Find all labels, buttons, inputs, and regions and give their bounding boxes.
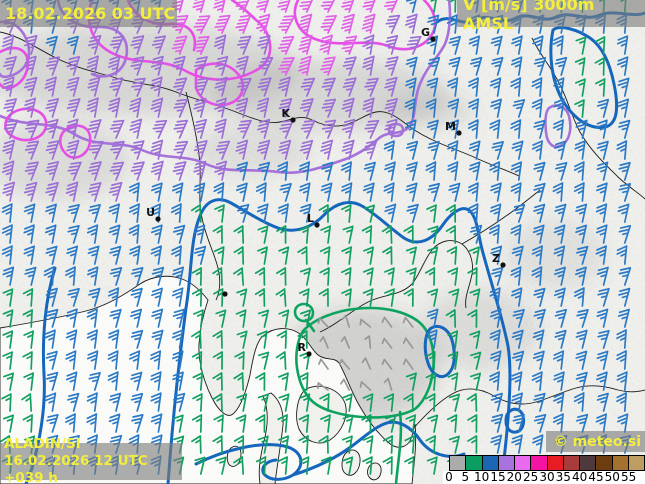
- city-label: M: [445, 120, 456, 133]
- legend-tick-label: 40: [571, 470, 588, 484]
- model-name-text: ALADIN/SI: [4, 436, 81, 452]
- city-label: G: [421, 26, 430, 39]
- legend-tick-label: 55: [620, 470, 637, 484]
- field-title-label: V [m/s] 3000m AMSL: [457, 0, 645, 33]
- city-label: U: [146, 206, 155, 219]
- run-time-text: 16.02.2026 12 UTC +039 h: [4, 453, 148, 484]
- city-label: L: [307, 212, 314, 225]
- valid-datetime-label: 18.02.2026 03 UTC: [0, 0, 177, 27]
- legend-tick-label: 30: [539, 470, 555, 484]
- legend-cell: [596, 456, 613, 470]
- city-dot: [456, 130, 462, 136]
- legend-cell: [580, 456, 597, 470]
- wind-speed-legend-ticks: 0 5 10 15 20 25 30 35 40 45 50 55: [443, 470, 645, 484]
- legend-cell: [482, 456, 499, 470]
- legend-tick-label: 50: [604, 470, 620, 484]
- wind-speed-legend: [449, 455, 645, 471]
- model-run-label: ALADIN/SI 16.02.2026 12 UTC +039 h: [0, 436, 182, 484]
- city-label: K: [281, 107, 290, 120]
- city-dot: [430, 36, 436, 42]
- legend-tick-label: 20: [506, 470, 522, 484]
- valid-datetime-text: 18.02.2026 03 UTC: [5, 4, 176, 23]
- city-markers-layer: K G M U L Z R: [146, 26, 506, 357]
- legend-cell: [466, 456, 483, 470]
- legend-cell: [612, 456, 629, 470]
- legend-tick-label: 5: [461, 470, 470, 484]
- legend-cell: [563, 456, 580, 470]
- legend-tick-label: 0: [445, 470, 453, 484]
- legend-tick-label: 25: [523, 470, 539, 484]
- city-label: R: [298, 341, 307, 354]
- city-dot: [314, 222, 320, 228]
- copyright-text: © meteo.si: [553, 433, 641, 450]
- city-dot: [500, 262, 506, 268]
- legend-cell: [450, 456, 467, 470]
- city-dot: [290, 117, 296, 123]
- legend-tick-label: 45: [588, 470, 604, 484]
- legend-cell: [531, 456, 548, 470]
- city-dot: [306, 351, 312, 357]
- legend-tick-label: 10: [474, 470, 490, 484]
- legend-tick-label: 15: [490, 470, 506, 484]
- legend-cell: [628, 456, 644, 470]
- legend-cell: [547, 456, 564, 470]
- legend-tick-label: 35: [555, 470, 571, 484]
- city-label: Z: [492, 252, 500, 265]
- field-title-text: V [m/s] 3000m AMSL: [463, 0, 595, 33]
- city-dot: [222, 291, 228, 297]
- copyright-label: © meteo.si: [545, 431, 645, 452]
- legend-cell: [515, 456, 532, 470]
- city-dot: [155, 216, 161, 222]
- legend-cell: [498, 456, 515, 470]
